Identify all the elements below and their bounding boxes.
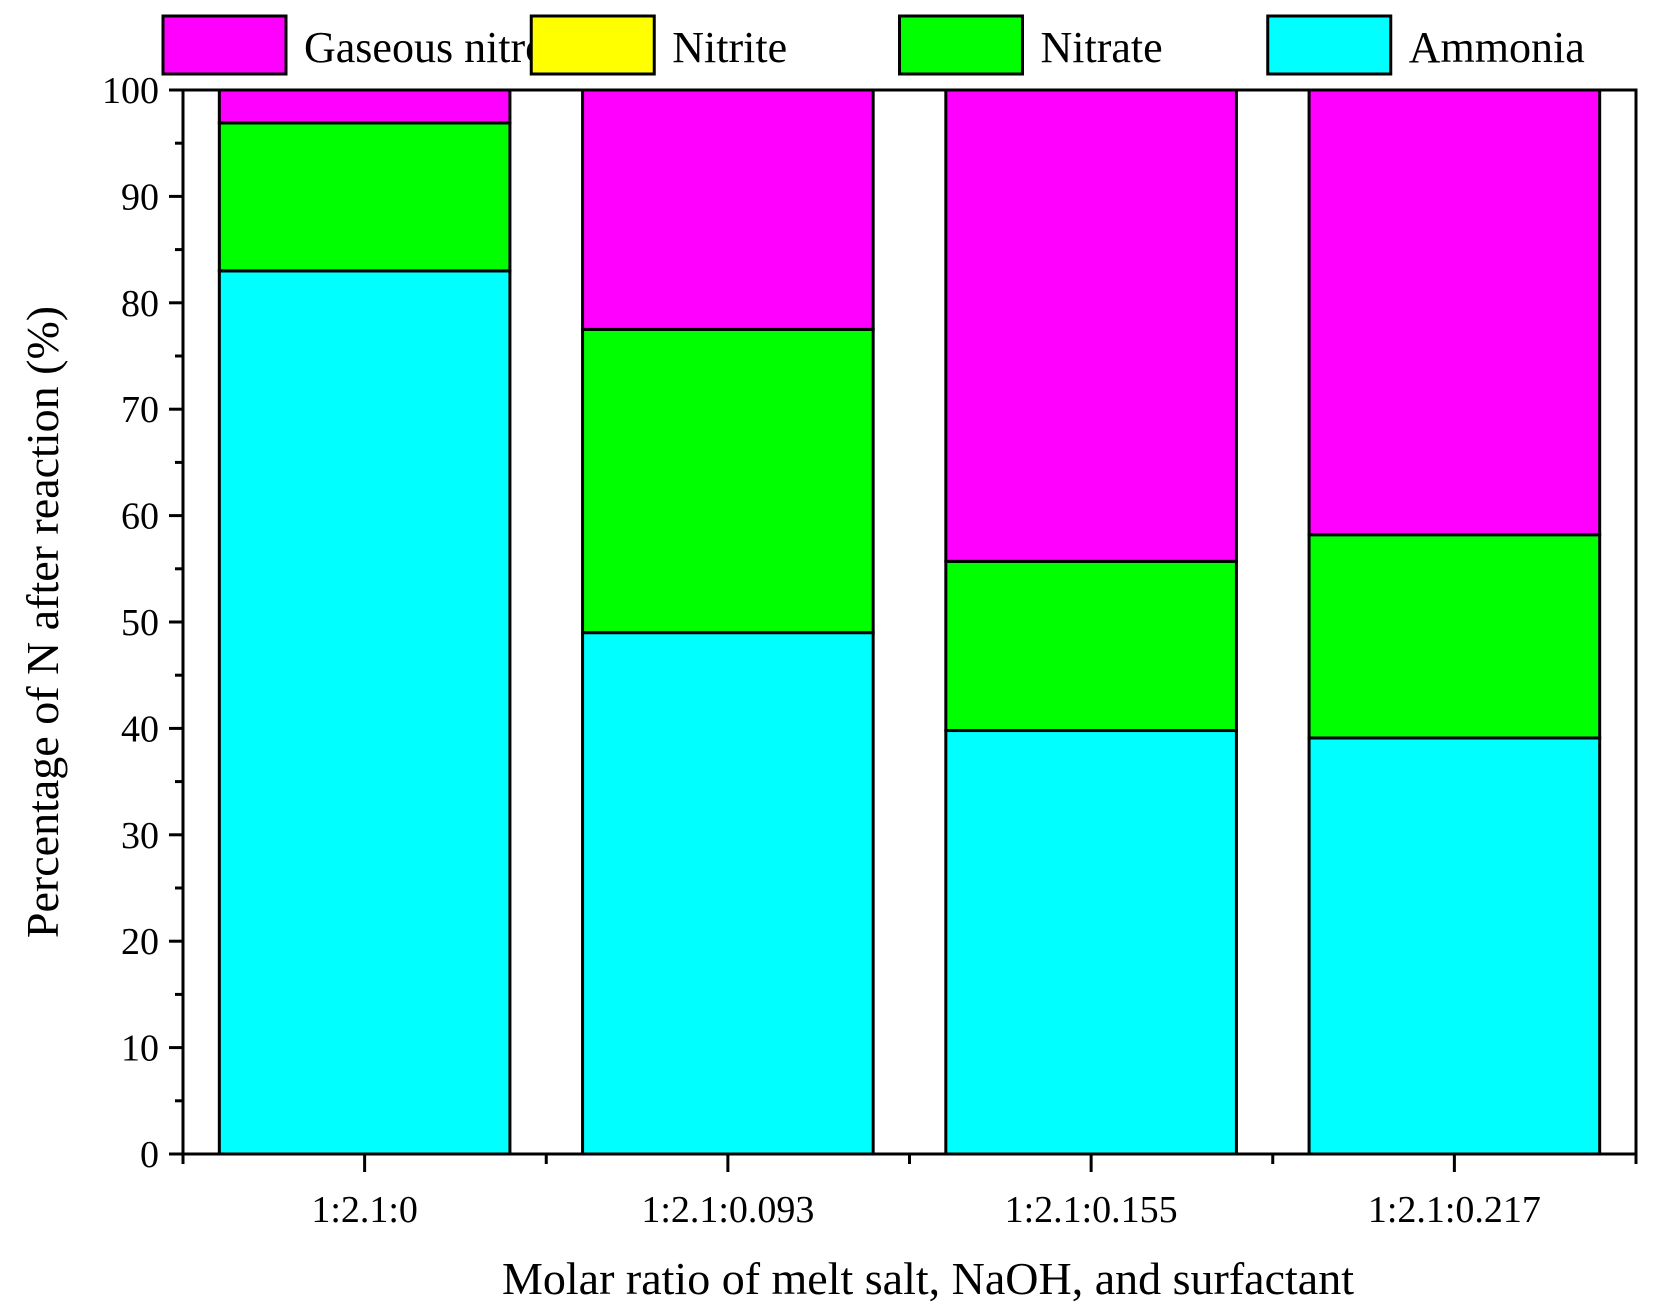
bar-ammonia-1 <box>217 269 512 1156</box>
legend-label-nitrate: Nitrate <box>1041 23 1163 72</box>
y-tick-label: 90 <box>121 176 159 218</box>
x-tick-label: 1:2.1:0 <box>311 1189 418 1231</box>
x-tick-label: 1:2.1:0.155 <box>1005 1189 1178 1231</box>
x-tick-label: 1:2.1:0.093 <box>641 1189 814 1231</box>
legend-swatch-nitrite <box>529 14 656 76</box>
ticks: 0 10 20 30 40 50 60 70 80 90 100 1:2.1:0 1:2.1:0.093… <box>102 70 1638 1231</box>
x-tick-label: 1:2.1:0.217 <box>1368 1189 1541 1231</box>
bar-nitrate-1 <box>217 121 512 273</box>
legend-label-ammonia: Ammonia <box>1409 23 1585 72</box>
legend-swatch-nitrate <box>898 14 1024 76</box>
bar-gaseous-nitrogen-4 <box>1307 88 1602 537</box>
y-tick-label: 70 <box>121 389 159 431</box>
y-tick-label: 60 <box>121 496 159 538</box>
x-axis-title: Molar ratio of melt salt, NaOH, and surf… <box>502 1253 1354 1304</box>
y-tick-label: 80 <box>121 283 159 325</box>
bar-ammonia-4 <box>1307 736 1602 1156</box>
y-tick-label: 20 <box>121 921 159 963</box>
y-tick-label: 30 <box>121 815 159 857</box>
bar-nitrate-2 <box>581 327 875 635</box>
bar-gaseous-nitrogen-3 <box>944 88 1238 563</box>
y-tick-label: 10 <box>121 1028 159 1070</box>
y-tick-label: 50 <box>121 602 159 644</box>
bars <box>217 88 1602 1156</box>
legend-swatch-gaseous-nitrogen <box>161 14 288 76</box>
legend: Gaseous nitrogen Nitrite Nitrate Ammonia <box>161 14 1585 76</box>
y-tick-label: 100 <box>102 70 159 112</box>
legend-label-nitrite: Nitrite <box>672 23 787 72</box>
y-axis-title: Percentage of N after reaction (%) <box>17 306 68 938</box>
bar-ammonia-2 <box>581 631 875 1156</box>
bar-nitrate-3 <box>944 559 1238 733</box>
legend-swatch-ammonia <box>1266 14 1393 76</box>
bar-gaseous-nitrogen-2 <box>581 88 875 331</box>
bar-ammonia-3 <box>944 729 1238 1156</box>
y-tick-label: 0 <box>140 1134 159 1176</box>
bar-nitrate-4 <box>1307 533 1602 740</box>
bar-gaseous-nitrogen-1 <box>217 88 512 125</box>
y-tick-label: 40 <box>121 708 159 750</box>
